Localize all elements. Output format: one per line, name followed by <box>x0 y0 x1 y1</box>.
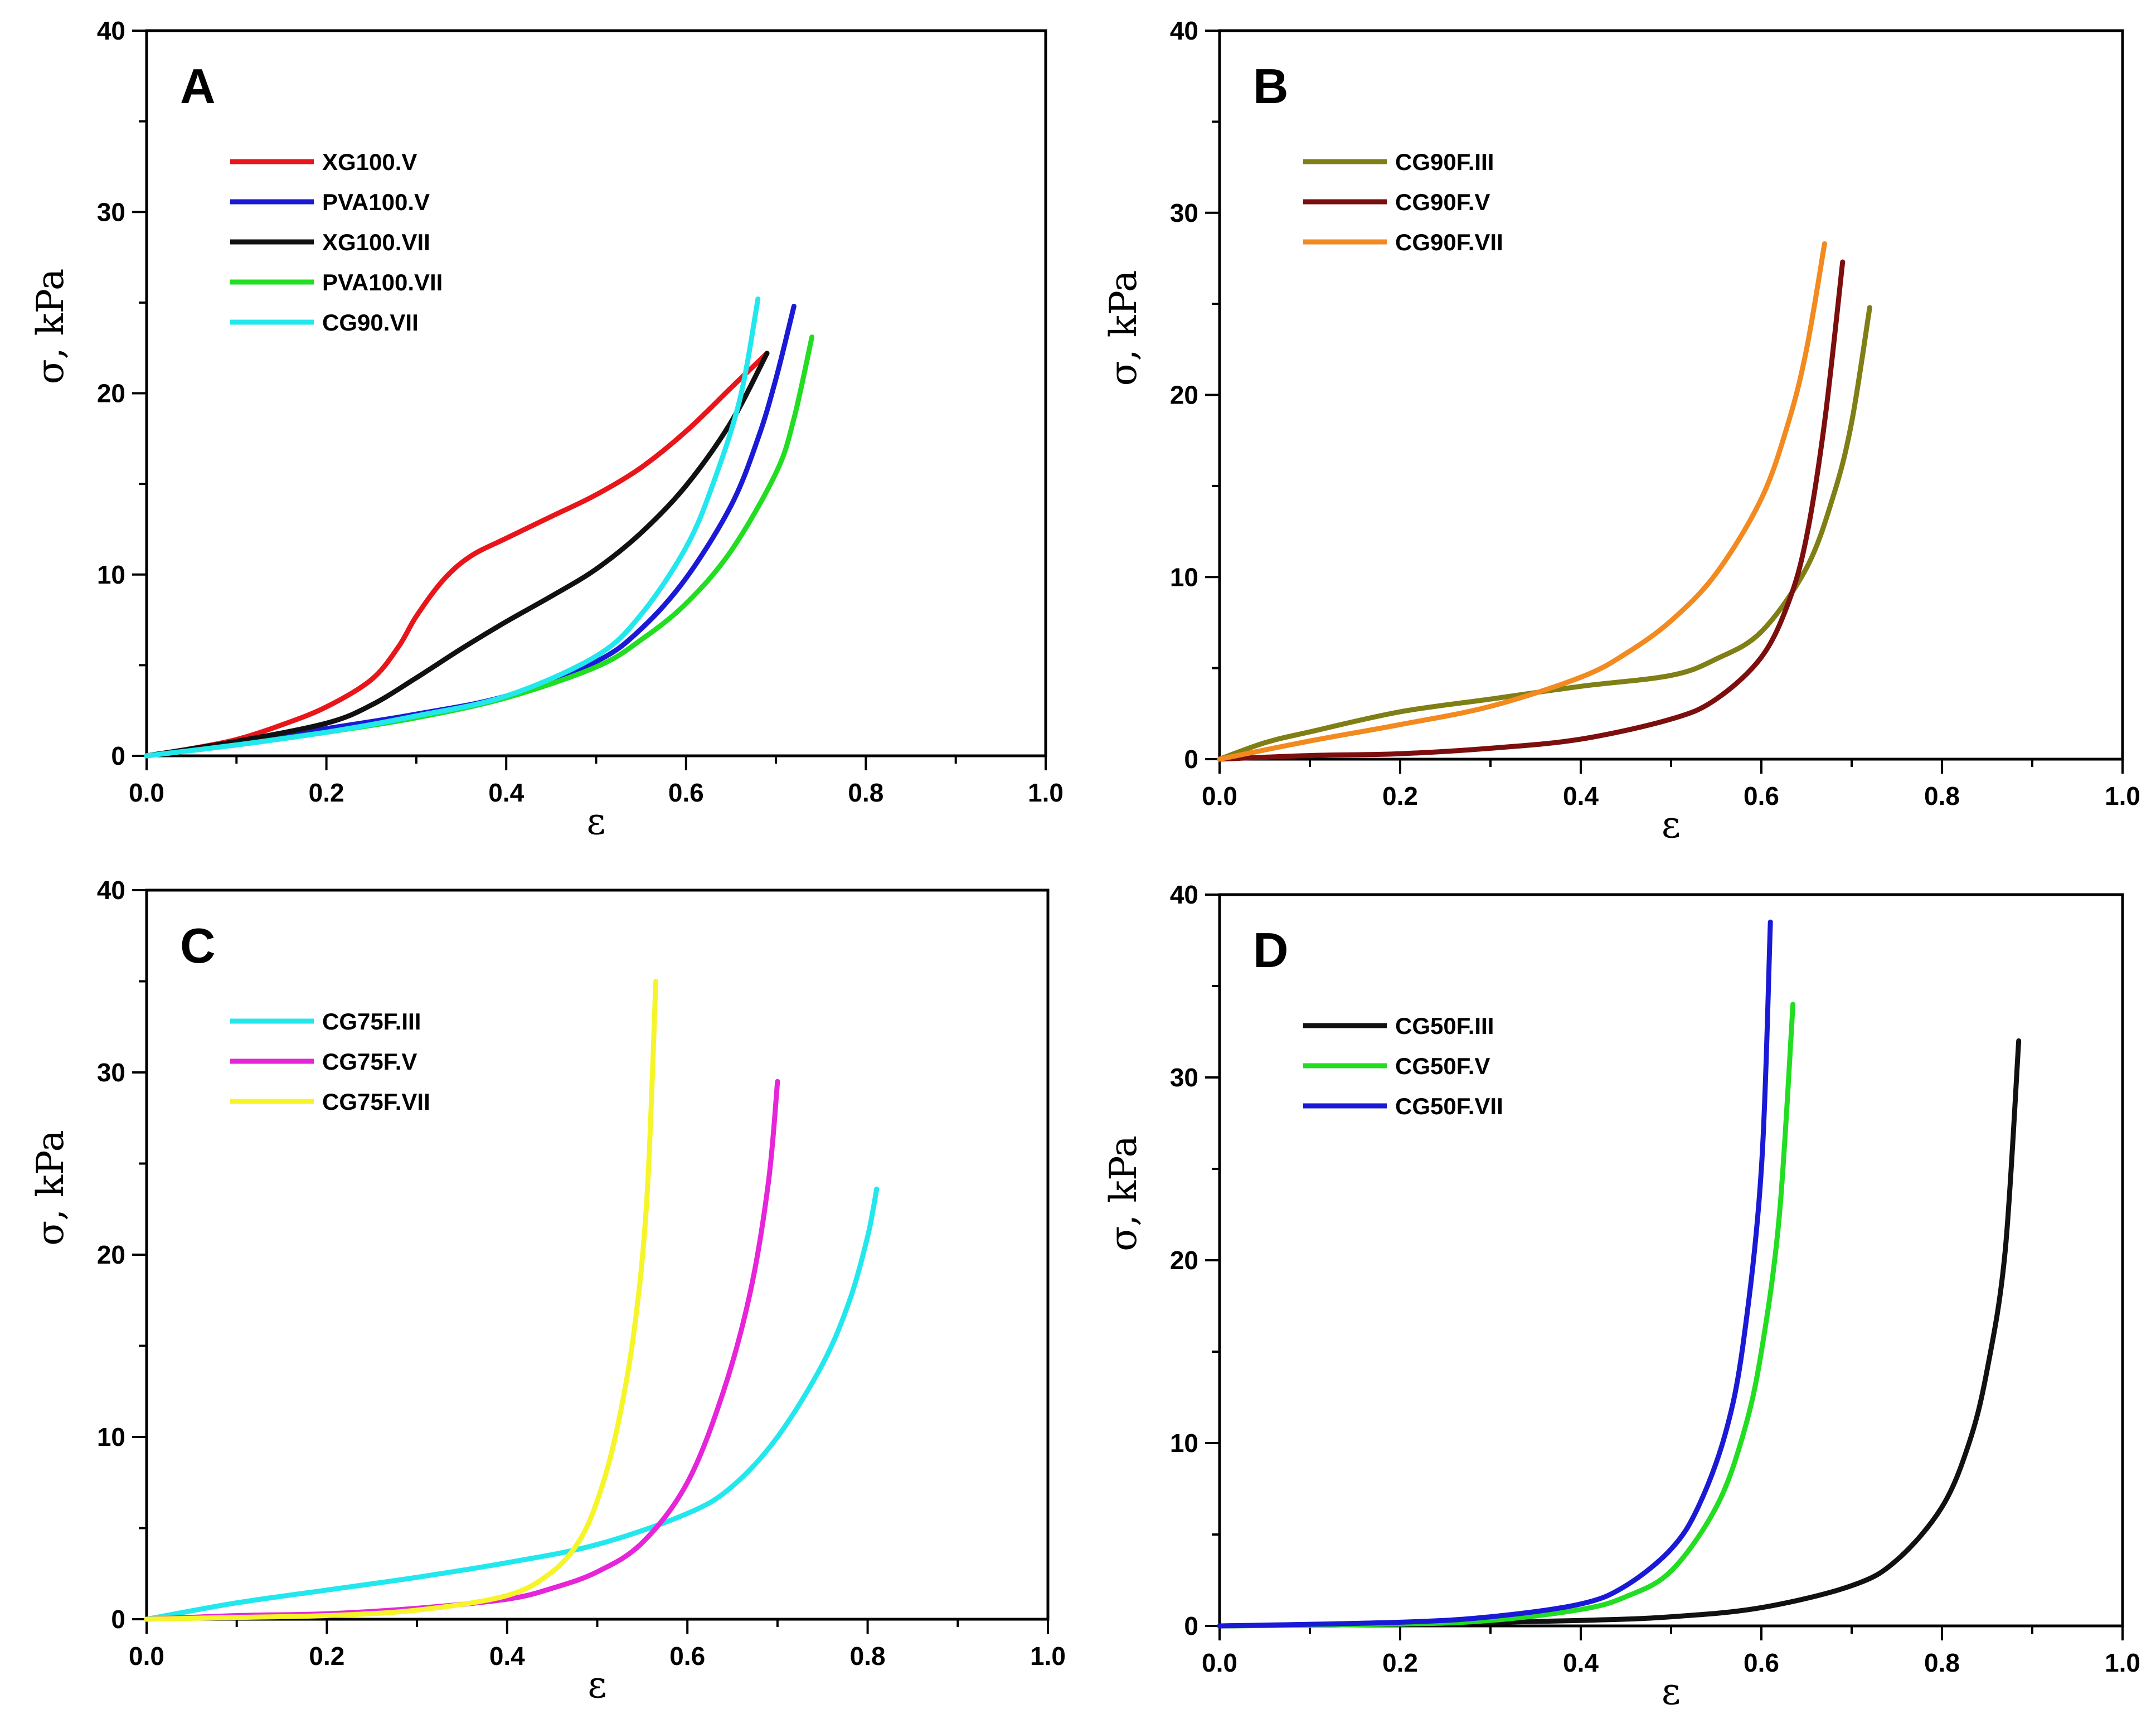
x-tick-label: 0.6 <box>1744 1648 1779 1677</box>
x-axis-label: ε <box>586 800 605 843</box>
y-tick-label: 40 <box>1170 16 1198 45</box>
x-tick-label: 0.0 <box>1202 1648 1237 1677</box>
y-tick-label: 0 <box>111 741 125 770</box>
y-tick-label: 10 <box>1170 1429 1198 1458</box>
x-tick-label: 0.2 <box>1382 1648 1418 1677</box>
legend-label: CG90F.V <box>1395 189 1490 215</box>
x-tick-label: 0.4 <box>1563 781 1599 810</box>
x-tick-label: 0.6 <box>1744 781 1779 810</box>
series-line-pva100-vii <box>144 334 815 759</box>
series-line-cg75f-vii <box>144 979 659 1622</box>
chart-panel-b: 0.0 0.2 0.4 0.6 0.8 1.0 0 10 20 30 40 ε σ, kPa B CG90F… <box>1102 16 2140 846</box>
x-axis-label: ε <box>1662 1670 1681 1713</box>
y-tick-label: 40 <box>97 876 125 905</box>
x-tick-label: 0.6 <box>669 1642 705 1671</box>
x-tick-label: 0.8 <box>1924 781 1960 810</box>
legend-label: CG75F.V <box>322 1048 417 1075</box>
x-tick-label: 0.0 <box>129 1642 164 1671</box>
legend-label: CG75F.VII <box>322 1089 430 1115</box>
y-tick-label: 0 <box>1184 745 1198 774</box>
chart-panel-a: 0.0 0.2 0.4 0.6 0.8 1.0 0 10 20 30 40 ε σ, kPa A XG100… <box>29 16 1064 843</box>
x-tick-label: 0.0 <box>129 778 164 807</box>
legend-label: XG100.V <box>322 149 417 175</box>
plot-frame <box>145 29 1047 757</box>
y-tick-label: 40 <box>1170 880 1198 909</box>
y-tick-label: 20 <box>1170 1246 1198 1275</box>
x-tick-label: 0.8 <box>1924 1648 1960 1677</box>
y-tick-label: 10 <box>1170 562 1198 591</box>
x-tick-label: 1.0 <box>1030 1642 1066 1671</box>
y-tick-label: 0 <box>1184 1611 1198 1640</box>
x-tick-label: 0.4 <box>489 1642 525 1671</box>
x-tick-label: 0.2 <box>309 778 344 807</box>
x-tick-label: 0.8 <box>850 1642 886 1671</box>
y-tick-label: 10 <box>97 560 125 589</box>
plot-frame <box>1218 893 2124 1628</box>
y-tick-label: 30 <box>97 1058 125 1087</box>
x-tick-label: 0.6 <box>668 778 704 807</box>
series-line-cg90f-vii <box>1217 241 1827 762</box>
series-line-cg75f-iii <box>144 1186 880 1622</box>
x-tick-label: 0.2 <box>1382 781 1418 810</box>
panel-letter: C <box>180 918 216 973</box>
panel-letter: A <box>180 59 216 114</box>
series-line-cg50f-v <box>1217 1002 1796 1629</box>
y-tick-label: 20 <box>97 1240 125 1269</box>
y-tick-label: 10 <box>97 1422 125 1451</box>
y-tick-label: 30 <box>97 197 125 226</box>
x-tick-label: 1.0 <box>1028 778 1064 807</box>
legend-label: CG50F.V <box>1395 1053 1490 1079</box>
legend-label: XG100.VII <box>322 229 430 255</box>
x-tick-label: 0.2 <box>309 1642 344 1671</box>
y-tick-label: 40 <box>97 16 125 45</box>
y-axis-label: σ, kPa <box>1102 1135 1145 1251</box>
series-line-cg50f-vii <box>1217 919 1773 1629</box>
series-line-xg100-v <box>144 351 770 759</box>
y-axis-label: σ, kPa <box>1102 270 1145 386</box>
legend-label: PVA100.VII <box>322 269 443 295</box>
x-axis-label: ε <box>1662 803 1681 846</box>
legend-label: CG90F.III <box>1395 149 1494 175</box>
plot-frame <box>1218 29 2124 761</box>
x-tick-label: 1.0 <box>2105 781 2140 810</box>
legend-label: CG90F.VII <box>1395 229 1503 255</box>
series-line-cg50f-iii <box>1217 1038 2022 1629</box>
legend-label: PVA100.V <box>322 189 430 215</box>
x-tick-label: 0.4 <box>488 778 524 807</box>
legend-label: CG50F.VII <box>1395 1093 1503 1119</box>
chart-panel-d: 0.0 0.2 0.4 0.6 0.8 1.0 0 10 20 30 40 ε σ, kPa D CG50F… <box>1102 880 2140 1713</box>
x-tick-label: 0.8 <box>848 778 883 807</box>
series-line-xg100-vii <box>144 351 770 759</box>
y-axis-label: σ, kPa <box>29 269 72 385</box>
chart-panel-c: 0.0 0.2 0.4 0.6 0.8 1.0 0 10 20 30 40 ε σ, kPa C CG75F… <box>29 876 1066 1706</box>
y-tick-label: 30 <box>1170 1063 1198 1092</box>
series-line-cg90-vii <box>144 296 761 759</box>
y-tick-label: 0 <box>111 1605 125 1634</box>
x-tick-label: 1.0 <box>2105 1648 2140 1677</box>
legend-label: CG90.VII <box>322 309 419 336</box>
y-tick-label: 20 <box>1170 381 1198 410</box>
y-tick-label: 20 <box>97 379 125 408</box>
x-axis-label: ε <box>587 1663 606 1706</box>
y-tick-label: 30 <box>1170 198 1198 227</box>
y-axis-label: σ, kPa <box>29 1130 72 1246</box>
plot-frame <box>145 888 1050 1621</box>
series-line-cg90f-v <box>1217 259 1846 762</box>
series-line-cg75f-v <box>144 1079 780 1622</box>
series-line-pva100-v <box>144 303 797 759</box>
panel-letter: B <box>1253 59 1289 114</box>
panel-letter: D <box>1253 922 1289 978</box>
legend-label: CG75F.III <box>322 1008 421 1035</box>
x-tick-label: 0.0 <box>1202 781 1237 810</box>
legend-label: CG50F.III <box>1395 1013 1494 1039</box>
series-line-cg90f-iii <box>1217 305 1872 762</box>
x-tick-label: 0.4 <box>1563 1648 1599 1677</box>
